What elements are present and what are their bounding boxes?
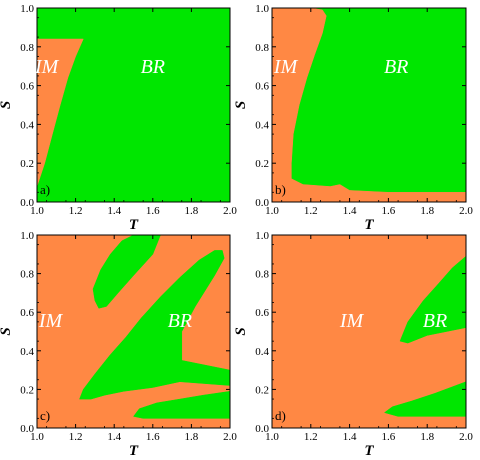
panel-b-y-tick-label: 0.2: [255, 158, 269, 170]
panel-b-im-region-1: [272, 8, 466, 202]
panel-c-y-tick-label: 0.4: [20, 346, 34, 358]
panel-b-x-tick-label: 1.8: [420, 205, 434, 217]
panel-b: 1.0 1.2 1.4 1.6 1.8 2.0 0.0 0.2 0.4 0.6 0.8 1.0 T S IM…: [233, 3, 473, 233]
panel-b-y-tick-label: 0.0: [255, 197, 269, 209]
panel-d-y-axis-label: S: [233, 327, 249, 335]
panel-d-x-tick-label: 1.2: [304, 431, 318, 443]
panel-a-y-tick-label: 1.0: [20, 3, 34, 15]
panel-c-x-tick-label: 1.2: [69, 431, 83, 443]
panel-a-y-tick-label: 0.2: [20, 158, 34, 170]
panel-a-y-tick-label: 0.8: [20, 42, 34, 54]
panel-b-label-br: BR: [384, 56, 408, 78]
panel-a-x-tick-label: 1.2: [69, 205, 83, 217]
panel-c-br-region-2: [92, 235, 161, 309]
panel-a-frame: [36, 7, 231, 203]
panel-b-x-tick-label: 1.6: [382, 205, 396, 217]
panel-c-panel-label: c): [40, 408, 50, 423]
panel-a-label-br: BR: [141, 56, 165, 78]
panel-b-x-tick-label: 2.0: [459, 205, 473, 217]
panel-a: 1.0 1.2 1.4 1.6 1.8 2.0 0.0 0.2 0.4 0.6 0.8 1.0 T S IM…: [0, 3, 237, 233]
panel-b-x-tick-label: 1.2: [304, 205, 318, 217]
panel-c-y-axis-label: S: [0, 327, 14, 335]
panel-a-x-tick-label: 1.8: [185, 205, 199, 217]
panel-a-y-tick-label: 0.4: [20, 119, 34, 131]
panel-d: 1.0 1.2 1.4 1.6 1.8 2.0 0.0 0.2 0.4 0.6 0.8 1.0 T S IM…: [233, 230, 473, 459]
panel-c-label-im: IM: [38, 310, 64, 332]
panel-d-frame: [271, 234, 467, 429]
panel-b-x-tick-label: 1.0: [265, 205, 279, 217]
panel-b-x-axis-label: T: [364, 217, 374, 233]
panel-d-panel-label: d): [275, 408, 286, 423]
panel-b-y-tick-label: 1.0: [255, 3, 269, 15]
panel-c-y-tick-label: 1.0: [20, 230, 34, 242]
panel-d-y-tick-label: 0.2: [255, 384, 269, 396]
panel-d-br-region-2: [384, 381, 466, 417]
panel-c-br-region-3: [133, 391, 230, 419]
panel-d-y-tick-label: 0.8: [255, 269, 269, 281]
panel-c-x-tick-label: 1.8: [185, 431, 199, 443]
panel-b-y-axis-label: S: [233, 101, 249, 109]
panel-d-label-br: BR: [423, 310, 447, 332]
panel-c-label-br: BR: [168, 310, 192, 332]
panel-d-y-tick-label: 0.4: [255, 346, 269, 358]
panel-d-x-tick-label: 1.8: [420, 431, 434, 443]
panel-c-y-tick-label: 0.8: [20, 269, 34, 281]
panel-b-y-tick-label: 0.6: [255, 81, 269, 93]
panel-d-x-tick-label: 1.4: [343, 431, 357, 443]
panel-c-y-tick-label: 0.2: [20, 384, 34, 396]
panel-c-x-tick-label: 2.0: [223, 431, 237, 443]
panel-d-x-tick-label: 1.6: [382, 431, 396, 443]
panel-a-y-tick-label: 0.6: [20, 81, 34, 93]
panel-d-y-tick-label: 0.0: [255, 423, 269, 435]
panel-d-x-tick-label: 1.0: [265, 431, 279, 443]
panel-c-x-tick-label: 1.6: [146, 431, 160, 443]
panel-a-y-tick-label: 0.0: [20, 197, 34, 209]
panel-b-y-tick-label: 0.8: [255, 42, 269, 54]
panel-a-background-br-region: [37, 8, 230, 202]
panel-a-panel-label: a): [40, 182, 50, 197]
panel-c-br-region-1: [79, 250, 230, 400]
panel-d-y-tick-label: 0.6: [255, 307, 269, 319]
panel-c-x-tick-label: 1.0: [30, 431, 44, 443]
panel-a-x-tick-label: 1.4: [107, 205, 121, 217]
panel-a-x-tick-label: 2.0: [223, 205, 237, 217]
panel-a-x-axis-label: T: [129, 217, 139, 233]
panel-b-panel-label: b): [275, 182, 286, 197]
panel-d-x-axis-label: T: [364, 443, 374, 459]
panel-c: 1.0 1.2 1.4 1.6 1.8 2.0 0.0 0.2 0.4 0.6 0.8 1.0 T S IM…: [0, 230, 237, 459]
panel-b-frame: [271, 7, 467, 203]
panel-d-br-region-1: [399, 255, 466, 344]
panel-a-im-region-1: [37, 38, 84, 187]
panel-d-label-im: IM: [339, 310, 365, 332]
panel-a-x-tick-label: 1.6: [146, 205, 160, 217]
panel-d-x-tick-label: 2.0: [459, 431, 473, 443]
panel-a-x-tick-label: 1.0: [30, 205, 44, 217]
panel-c-x-tick-label: 1.4: [107, 431, 121, 443]
panel-b-x-tick-label: 1.4: [343, 205, 357, 217]
panel-b-y-tick-label: 0.4: [255, 119, 269, 131]
panel-a-label-im: IM: [34, 56, 60, 78]
panel-d-y-tick-label: 1.0: [255, 230, 269, 242]
panel-c-frame: [36, 234, 231, 429]
panel-c-x-axis-label: T: [129, 443, 139, 459]
panel-c-y-tick-label: 0.0: [20, 423, 34, 435]
panel-c-y-tick-label: 0.6: [20, 307, 34, 319]
panel-a-y-axis-label: S: [0, 101, 14, 109]
panel-b-label-im: IM: [273, 56, 299, 78]
